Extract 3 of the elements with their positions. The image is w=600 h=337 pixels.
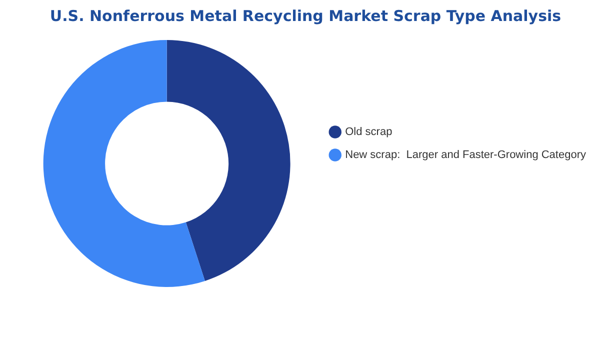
legend-label: New scrap: Larger and Faster-Growing Category <box>345 149 586 162</box>
legend-label: Old scrap <box>345 126 392 138</box>
chart-title: U.S. Nonferrous Metal Recycling Market Scrap Type Analysis <box>50 6 562 25</box>
